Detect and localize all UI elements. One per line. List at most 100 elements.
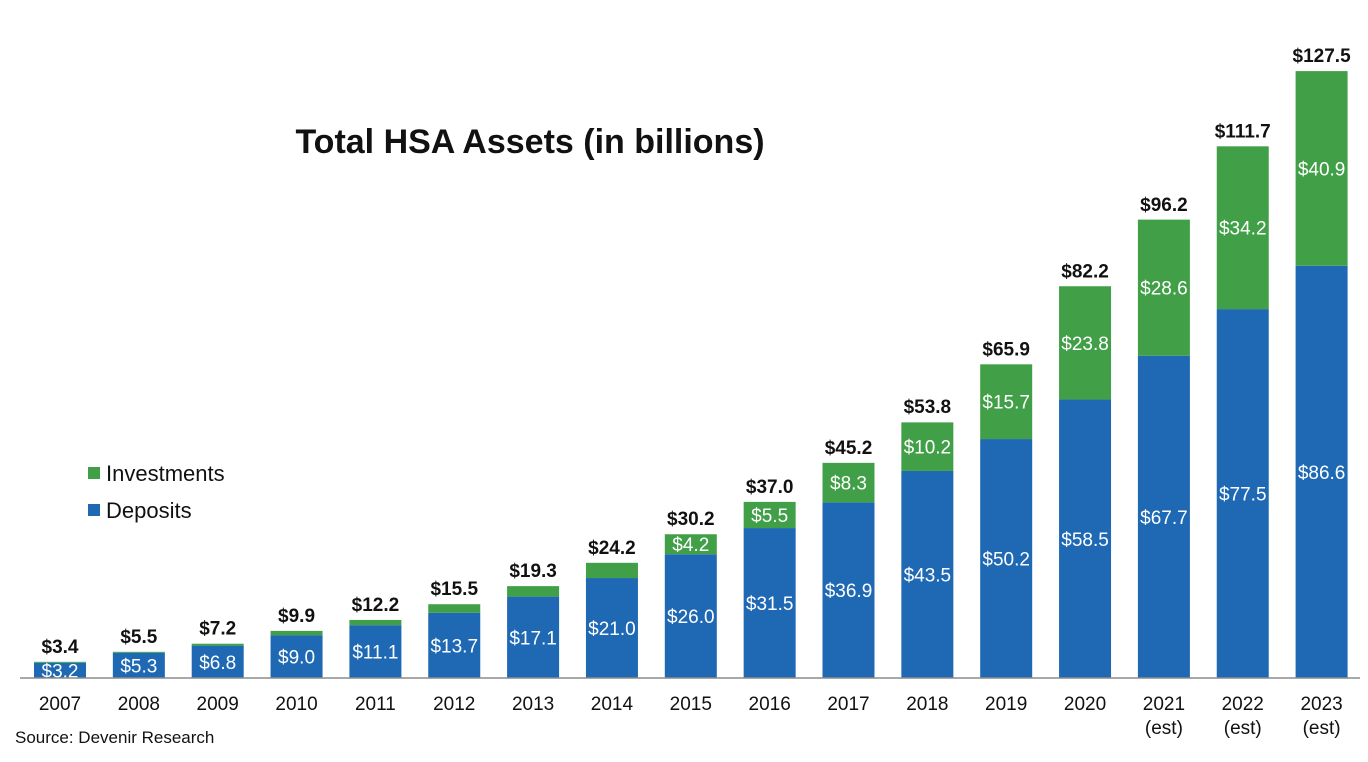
deposits-bar-8: [664, 554, 717, 678]
total-label-15: $111.7: [1215, 121, 1271, 142]
investments-value-label-12: $15.7: [982, 393, 1030, 414]
deposits-value-label-8: $26.0: [667, 607, 715, 628]
investments-bar-16: [1295, 71, 1348, 266]
deposits-value-label-14: $67.7: [1140, 508, 1188, 529]
total-label-10: $45.2: [825, 438, 873, 459]
total-label-6: $19.3: [509, 561, 557, 582]
investments-bar-13: [1059, 286, 1112, 400]
deposits-bar-1: [112, 652, 165, 678]
deposits-value-label-9: $31.5: [746, 594, 794, 615]
deposits-bar-15: [1216, 309, 1269, 678]
deposits-value-label-0: $3.2: [42, 661, 79, 682]
investments-bar-5: [428, 604, 481, 613]
deposits-bar-0: [34, 662, 86, 678]
total-label-13: $82.2: [1061, 262, 1109, 283]
total-label-1: $5.5: [120, 627, 157, 648]
deposits-value-label-6: $17.1: [509, 628, 557, 649]
deposits-value-label-16: $86.6: [1298, 463, 1346, 484]
investments-bar-0: [34, 661, 86, 663]
bars: $3.2 $3.4 $5.3 $5.5 $6.8 $7.2 $9.0 $9.9 $11.1 $12…: [34, 46, 1351, 682]
deposits-bar-2: [191, 645, 244, 678]
investments-value-label-9: $5.5: [751, 506, 788, 527]
deposits-bar-14: [1137, 355, 1190, 678]
deposits-value-label-3: $9.0: [278, 648, 315, 669]
investments-bar-8: [664, 534, 717, 555]
investments-bar-4: [349, 619, 402, 626]
investments-bar-9: [743, 501, 796, 529]
investments-bar-15: [1216, 146, 1269, 310]
source-note: Source: Devenir Research: [15, 728, 215, 747]
investments-value-label-10: $8.3: [830, 474, 867, 495]
x-tick-label-10: 2017: [827, 694, 869, 715]
investments-bar-10: [822, 462, 875, 503]
deposits-bar-4: [349, 625, 402, 678]
investments-value-label-8: $4.2: [672, 535, 709, 556]
investments-value-label-15: $34.2: [1219, 219, 1267, 240]
deposits-bar-12: [980, 439, 1033, 678]
deposits-bar-5: [428, 612, 481, 678]
legend-label-deposits: Deposits: [106, 498, 192, 523]
deposits-value-label-7: $21.0: [588, 619, 636, 640]
deposits-value-label-2: $6.8: [199, 653, 236, 674]
deposits-bar-3: [270, 635, 323, 678]
x-tick-label-9: 2016: [749, 694, 791, 715]
chart-title: Total HSA Assets (in billions): [295, 123, 764, 161]
investments-bar-14: [1137, 219, 1190, 356]
total-label-16: $127.5: [1293, 46, 1352, 67]
x-tick-label-7: 2014: [591, 694, 634, 715]
investments-value-label-13: $23.8: [1061, 334, 1109, 355]
deposits-value-label-4: $11.1: [352, 643, 398, 664]
x-tick-label-0: 2007: [39, 694, 81, 715]
investments-value-label-11: $10.2: [904, 438, 952, 459]
investments-bar-3: [270, 630, 323, 636]
x-tick-label-1: 2008: [118, 694, 160, 715]
x-tick-label-8: 2015: [670, 694, 712, 715]
x-tick-label-15: 2022: [1222, 694, 1264, 715]
deposits-bar-6: [507, 596, 560, 678]
total-label-2: $7.2: [199, 619, 236, 640]
x-tick-label-4: 2011: [355, 694, 396, 715]
deposits-bar-10: [822, 502, 875, 678]
x-tick-label-5: 2012: [433, 694, 475, 715]
investments-value-label-14: $28.6: [1140, 279, 1188, 300]
investments-bar-1: [112, 651, 165, 653]
total-label-8: $30.2: [667, 509, 715, 530]
total-label-3: $9.9: [278, 606, 315, 627]
investments-bar-11: [901, 422, 954, 471]
legend-label-investments: Investments: [106, 461, 225, 486]
deposits-bar-9: [743, 528, 796, 678]
deposits-value-label-12: $50.2: [982, 550, 1030, 571]
x-tick-label-15-sub: (est): [1224, 718, 1262, 739]
legend: Investments Deposits: [88, 461, 225, 523]
deposits-bar-13: [1059, 399, 1112, 678]
total-label-12: $65.9: [982, 339, 1030, 360]
investments-bar-12: [980, 364, 1033, 440]
deposits-value-label-11: $43.5: [904, 565, 952, 586]
deposits-bar-11: [901, 470, 954, 678]
legend-swatch-deposits: [88, 504, 100, 516]
deposits-value-label-1: $5.3: [120, 656, 157, 677]
total-label-9: $37.0: [746, 477, 794, 498]
deposits-bar-7: [585, 578, 638, 678]
deposits-bar-16: [1295, 265, 1348, 678]
x-tick-label-16-sub: (est): [1303, 718, 1341, 739]
investments-value-label-16: $40.9: [1298, 159, 1346, 180]
x-tick-label-3: 2010: [275, 694, 317, 715]
investments-bar-6: [507, 586, 560, 597]
x-tick-label-13: 2020: [1064, 694, 1106, 715]
investments-bar-2: [191, 643, 244, 646]
x-axis: 2007 2008 2009 2010 2011 2012 2013 2014 2015 2016…: [20, 677, 1360, 739]
total-label-0: $3.4: [42, 637, 79, 658]
investments-bar-7: [585, 562, 638, 579]
total-label-4: $12.2: [352, 595, 400, 616]
deposits-value-label-5: $13.7: [430, 636, 478, 657]
total-label-14: $96.2: [1140, 195, 1188, 216]
x-tick-label-12: 2019: [985, 694, 1027, 715]
deposits-value-label-15: $77.5: [1219, 485, 1267, 506]
x-tick-label-14: 2021: [1143, 694, 1185, 715]
deposits-value-label-10: $36.9: [825, 581, 873, 602]
x-tick-label-16: 2023: [1300, 694, 1342, 715]
total-label-7: $24.2: [588, 538, 636, 559]
total-label-5: $15.5: [430, 579, 478, 600]
